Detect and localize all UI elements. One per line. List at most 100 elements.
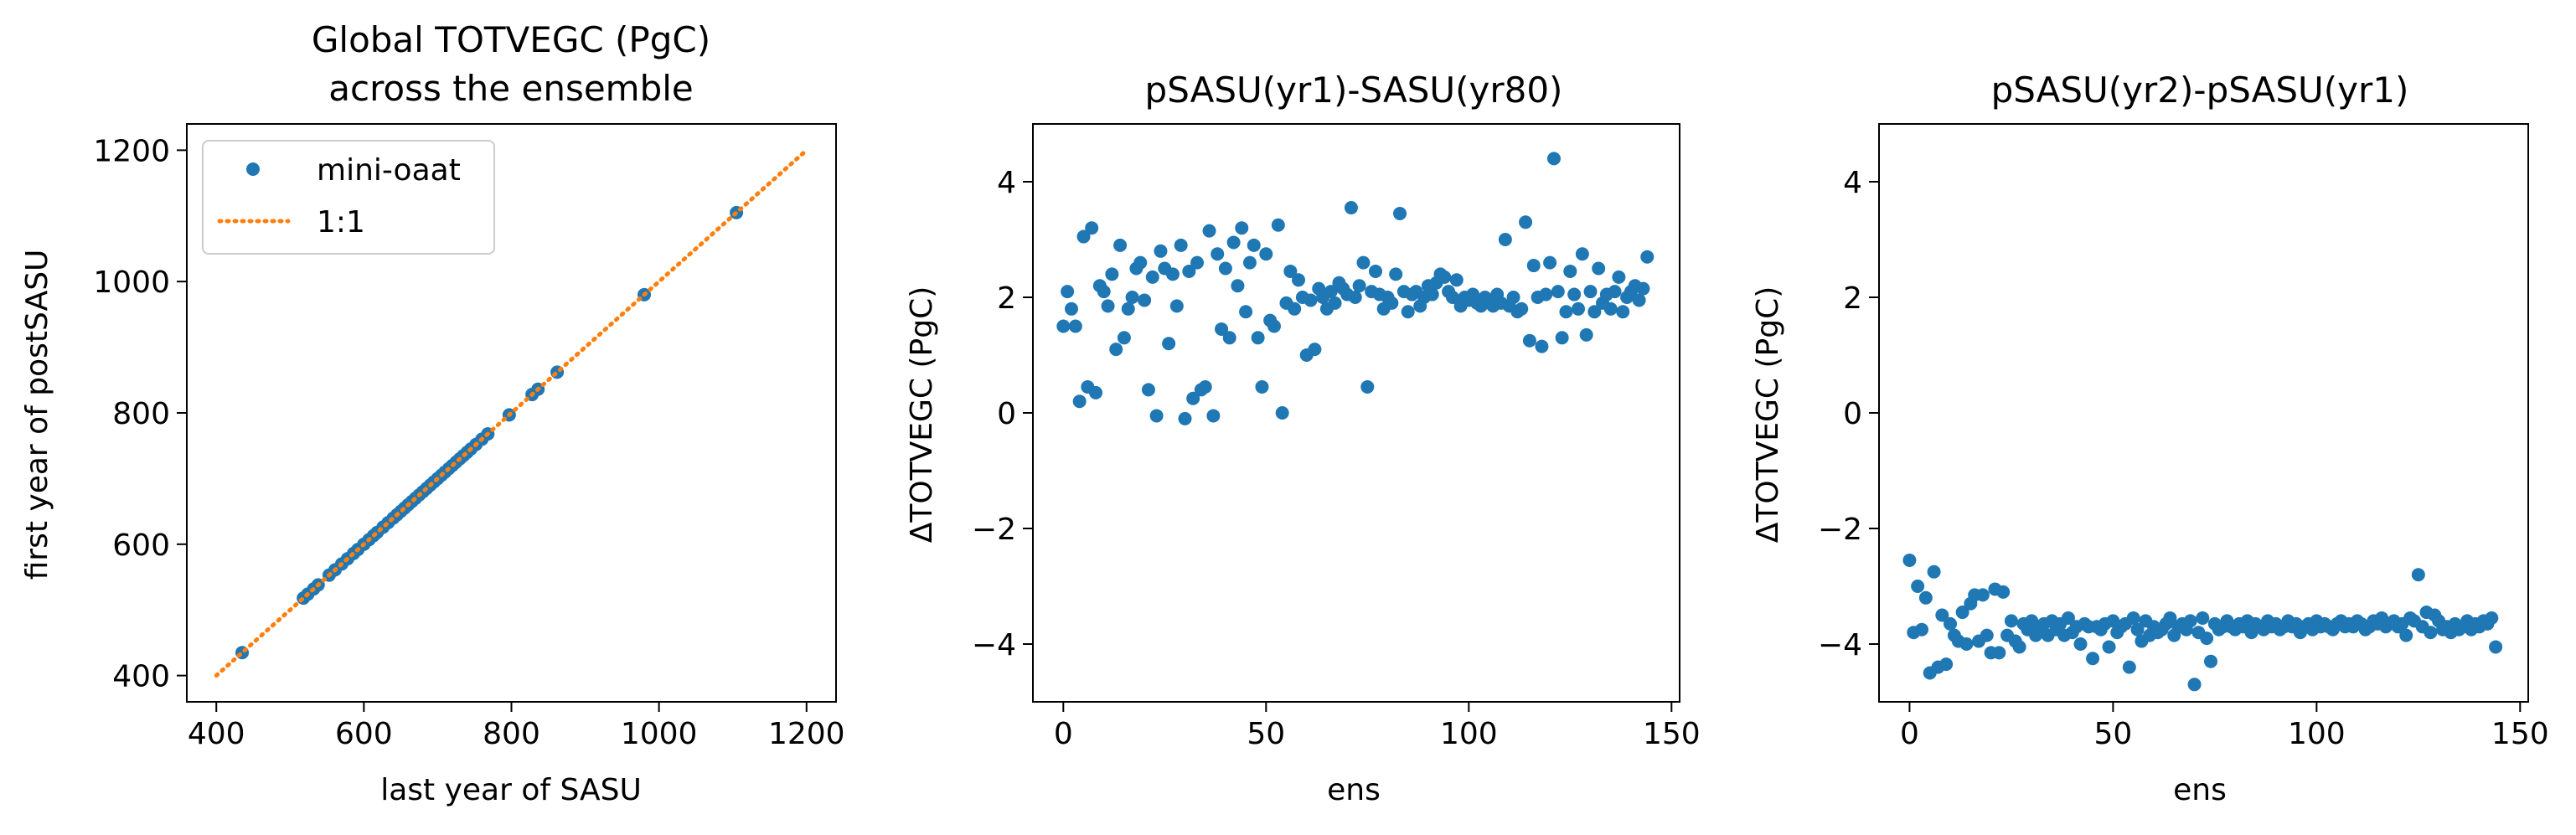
data-point [1105,267,1119,281]
data-point [1218,261,1232,276]
data-point [1352,279,1366,293]
legend-marker-mini-oaat [246,162,260,176]
y-tick-label: 0 [1843,397,1862,431]
data-point [1202,224,1216,238]
data-point [1975,588,1990,602]
data-point [2399,628,2413,642]
data-point [1385,296,1399,310]
panel-3-title: pSASU(yr2)-pSASU(yr1) [1991,70,2409,111]
data-point [1348,291,1362,304]
data-point [1587,305,1602,319]
data-point [2204,654,2218,668]
data-point [1583,285,1598,299]
y-tick-label: 1200 [93,134,170,168]
panel-2-y-label: ΔTOTVEGC (PgC) [905,286,939,544]
data-point [1944,616,1958,631]
data-point [1368,264,1382,278]
data-point [1996,585,2011,599]
data-point [1231,279,1245,293]
data-point [1608,285,1622,299]
data-point [1097,285,1111,299]
y-tick-label: 1000 [93,265,170,300]
data-point [1603,302,1618,316]
x-tick-label: 400 [188,717,245,751]
x-tick-label: 50 [2093,717,2132,751]
data-point [1506,291,1520,304]
x-tick-label: 1000 [621,717,698,751]
data-point [2086,652,2100,666]
x-tick-label: 150 [2491,717,2549,751]
data-point [1498,233,1512,246]
data-point [1401,305,1415,319]
legend-frame [202,140,495,255]
y-tick-label: 800 [112,397,170,431]
x-tick-label: 100 [2288,717,2346,751]
data-point [1526,259,1541,273]
data-point [1918,590,1933,605]
data-point [1141,383,1155,397]
data-point [2200,631,2214,646]
data-point [2183,614,2197,628]
data-point [1271,218,1285,232]
data-point [1178,411,1192,425]
panel-1-y-label: first year of postSASU [20,250,54,580]
data-point [1980,628,1994,642]
panel-2: pSASU(yr1)-SASU(yr80) 0 50 100 150 −4 −2 0 2 4 e… [905,70,1701,807]
data-point [1247,238,1261,252]
panel-1-legend: mini-oaat 1:1 [202,140,495,255]
data-point [1935,608,1949,622]
data-point [1567,287,1582,302]
y-tick-label: 4 [997,166,1016,200]
data-point [1162,337,1176,351]
data-point [1616,305,1630,319]
data-point [1259,247,1273,261]
data-point [2126,611,2140,625]
data-point [1992,646,2006,660]
data-point [1211,247,1225,261]
y-tick-label: 400 [112,660,170,694]
panel-3-plot-area: 0 50 100 150 −4 −2 0 2 4 [1818,123,2549,751]
data-point [1064,302,1078,316]
data-point [1902,553,1917,567]
data-point [1535,339,1549,353]
x-tick-label: 0 [1054,717,1073,751]
y-tick-label: −4 [972,628,1016,662]
data-point [1955,606,1969,620]
data-point [1182,264,1196,278]
data-point [1288,302,1302,316]
panel-2-plot-area: 0 50 100 150 −4 −2 0 2 4 [972,123,1701,751]
x-tick-label: 600 [335,717,393,751]
data-point [1121,302,1135,316]
panel-2-title: pSASU(yr1)-SASU(yr80) [1145,70,1563,111]
data-point [1109,343,1123,357]
panel-1-plot-area: 400 600 800 1000 1200 400 600 800 1000 1200 [93,123,845,751]
data-point [1215,322,1229,336]
data-point [1068,319,1082,333]
data-point [2061,611,2075,625]
y-tick-label: 4 [1843,166,1862,200]
data-point [2489,640,2503,654]
data-point [1303,293,1318,307]
data-point [1267,319,1281,333]
legend-label-mini-oaat: mini-oaat [317,153,461,188]
data-point [1356,255,1371,270]
data-point [1571,302,1585,316]
x-tick-label: 100 [1440,717,1498,751]
x-tick-label: 1200 [768,717,845,751]
data-point [1255,379,1269,394]
data-point [1056,319,1071,333]
data-point [1445,291,1459,304]
data-point [1543,255,1557,270]
data-point [1169,299,1184,313]
panel-3: pSASU(yr2)-pSASU(yr1) 0 50 100 150 −4 −2 0 2 4 e… [1751,70,2549,807]
data-point [1915,622,1929,637]
data-point [1133,255,1148,270]
data-point [1186,391,1200,405]
data-point [1165,267,1180,281]
data-point [1076,229,1091,244]
data-point [1089,385,1103,399]
data-point [1939,657,1954,672]
data-point [1275,406,1289,420]
legend-label-1to1: 1:1 [317,205,365,240]
